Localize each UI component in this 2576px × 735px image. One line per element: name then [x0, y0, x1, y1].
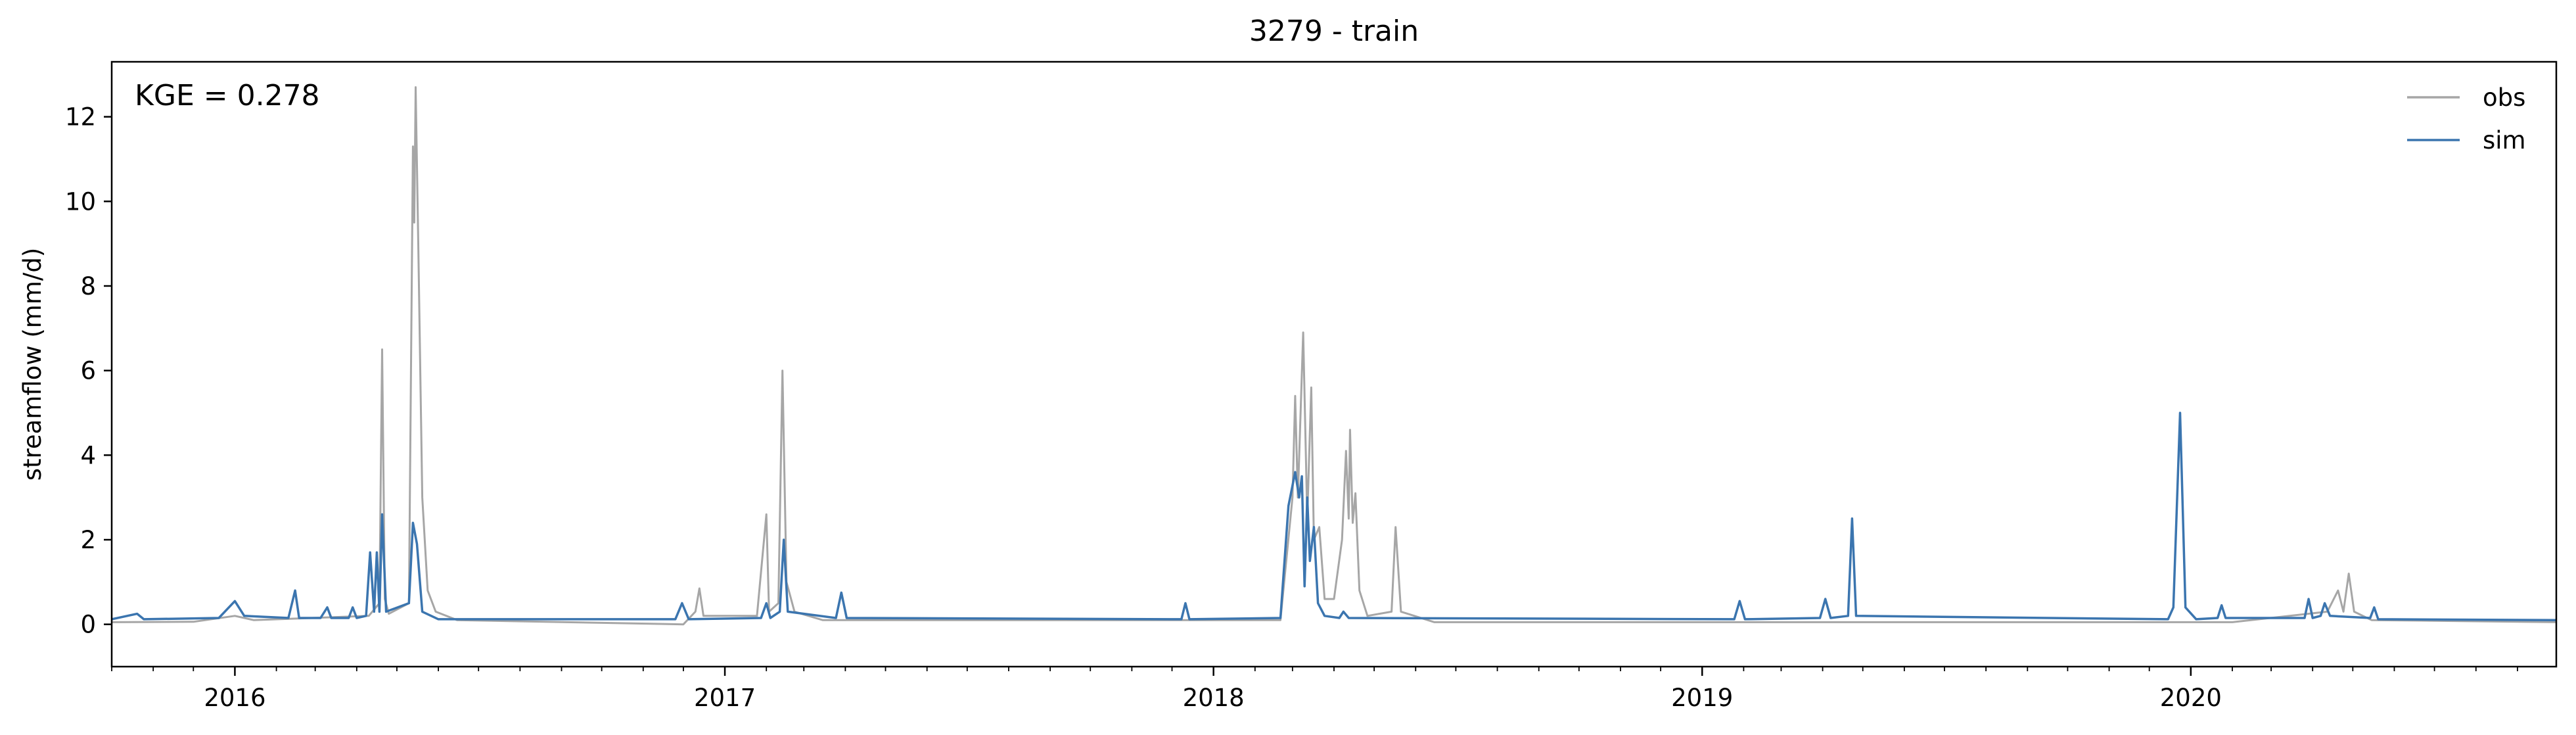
- y-tick-label: 10: [65, 187, 96, 216]
- y-tick-label: 8: [80, 272, 96, 300]
- series-lines: [112, 86, 2556, 626]
- y-tick-label: 12: [65, 103, 96, 131]
- x-tick-label: 2017: [694, 684, 756, 712]
- x-tick-label: 2016: [204, 684, 265, 712]
- plot-frame: [110, 60, 2558, 668]
- y-tick-label: 2: [80, 526, 96, 554]
- legend-obs-label: obs: [2483, 83, 2525, 112]
- x-axis: 2016 2017 2018 2019 2020: [111, 667, 2518, 712]
- y-tick-label: 6: [80, 357, 96, 385]
- legend-sim-label: sim: [2483, 126, 2526, 154]
- y-tick-label: 0: [80, 611, 96, 639]
- series-line-obs: [112, 86, 2556, 626]
- series-line-sim: [112, 412, 2556, 621]
- y-axis-label: streamflow (mm/d): [18, 248, 47, 481]
- x-tick-label: 2020: [2160, 684, 2222, 712]
- plot-area: [112, 86, 2556, 626]
- x-tick-label: 2019: [1671, 684, 1733, 712]
- legend: obs sim: [2407, 83, 2526, 154]
- chart-title: 3279 - train: [1249, 14, 1419, 48]
- y-tick-label: 4: [80, 441, 96, 469]
- x-tick-label: 2018: [1183, 684, 1245, 712]
- kge-annotation: KGE = 0.278: [135, 79, 320, 112]
- y-axis: 0 2 4 6 8 10 12: [65, 103, 112, 639]
